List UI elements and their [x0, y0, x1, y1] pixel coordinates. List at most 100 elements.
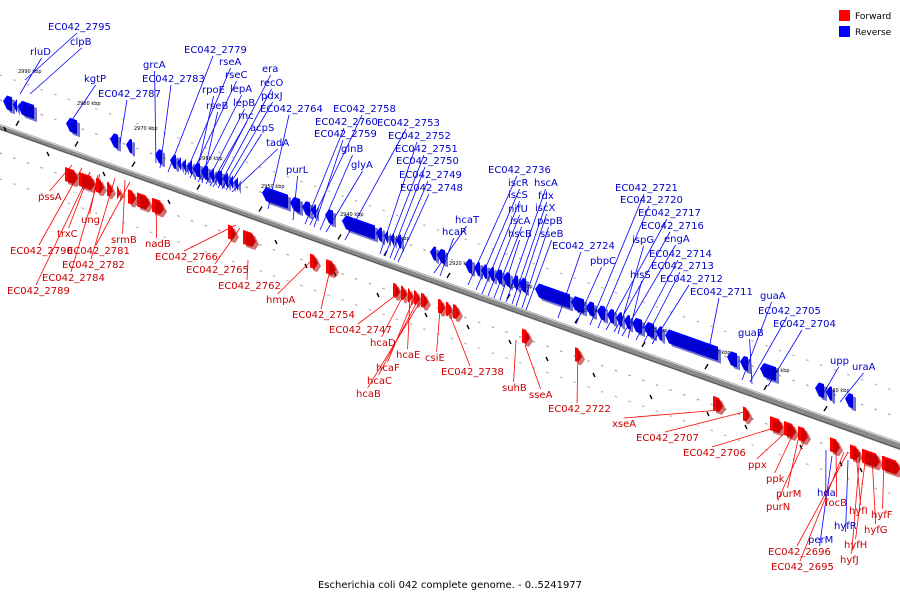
forward-gene-leader: [407, 295, 411, 350]
gene-arrow-shadow: [833, 440, 843, 457]
forward-gene-leader: [35, 171, 91, 286]
legend-forward: Forward: [839, 10, 891, 22]
tick-mark: [424, 312, 428, 318]
tick-mark: [744, 424, 748, 430]
reverse-gene-label: hisS: [630, 270, 651, 281]
forward-gene-leader: [436, 309, 441, 353]
tick-mark: [258, 206, 263, 212]
gene-arrow-shadow: [231, 227, 239, 243]
tick-mark: [102, 171, 106, 177]
gene-arrow-shadow: [212, 171, 217, 186]
forward-gene-label: EC042_2782: [62, 260, 125, 271]
gene-arrow-shadow: [237, 180, 241, 195]
forward-gene-leader: [799, 451, 845, 562]
reverse-gene-label: pepB: [537, 216, 563, 227]
tick-mark: [704, 363, 709, 370]
reverse-gene-label: hcaR: [442, 227, 467, 238]
gene-arrow-shadow: [600, 308, 608, 324]
gene-arrow-shadow: [265, 189, 291, 212]
forward-gene-label: focB: [825, 498, 847, 509]
reverse-gene-label: EC042_2753: [377, 118, 440, 129]
reverse-gene-label: iscA: [510, 216, 530, 227]
tick-mark: [859, 467, 863, 473]
reverse-gene-leader: [71, 84, 96, 121]
reverse-gene-leader: [217, 88, 272, 189]
tick-mark: [706, 411, 710, 417]
reverse-gene-arrow: [13, 99, 17, 114]
reverse-gene-label: EC042_2704: [773, 319, 836, 330]
forward-gene-leader: [320, 269, 331, 310]
forward-gene-leader: [246, 259, 249, 281]
reverse-gene-label: EC042_2750: [396, 156, 459, 167]
gene-arrow-shadow: [68, 169, 81, 188]
legend: Forward Reverse: [839, 10, 892, 38]
forward-gene-label: hmpA: [266, 295, 295, 306]
tick-mark: [649, 394, 653, 400]
forward-gene-arrow: [408, 288, 413, 303]
forward-gene-label: EC042_2722: [548, 404, 611, 415]
forward-gene-label: EC042_2762: [218, 281, 281, 292]
kbp-tick-label: 2990 kbp: [18, 69, 42, 75]
forward-gene-label: EC042_2790: [10, 246, 73, 257]
gene-arrow-shadow: [865, 451, 883, 471]
forward-gene-label: EC042_2766: [155, 252, 218, 263]
gene-labels: EC042_2795 rluD clpB kgtP EC042_2787 grcA EC04…: [7, 22, 893, 573]
forward-gene-label: nadB: [145, 239, 171, 250]
reverse-gene-label: glnB: [341, 144, 363, 155]
reverse-gene-label: rseC: [225, 70, 247, 81]
gene-arrow-shadow: [246, 232, 259, 251]
gene-arrow-shadow: [190, 163, 195, 178]
reverse-gene-leader: [487, 214, 520, 297]
gene-arrow-shadow: [120, 188, 124, 203]
gene-arrow-shadow: [610, 311, 617, 327]
tick-mark: [823, 405, 828, 412]
reverse-gene-label: nifU: [508, 204, 528, 215]
reverse-gene-arrow: [390, 232, 394, 247]
reverse-gene-label: pbpC: [590, 256, 616, 267]
reverse-gene-label: EC042_2751: [395, 144, 458, 155]
gene-arrow-shadow: [848, 395, 856, 412]
reverse-gene-leader: [167, 55, 214, 173]
reverse-gene-label: engA: [664, 234, 690, 245]
gene-arrow-shadow: [578, 350, 585, 366]
gene-arrow-shadow: [506, 275, 513, 291]
forward-gene-leader: [851, 451, 861, 555]
reverse-gene-label: EC042_2764: [260, 104, 323, 115]
tick-mark: [545, 356, 549, 362]
reverse-gene-label: EC042_2748: [400, 183, 463, 194]
reverse-gene-label: sseB: [540, 229, 564, 240]
forward-gene-label: EC042_2747: [329, 325, 392, 336]
reverse-gene-label: EC042_2712: [660, 274, 723, 285]
tick-mark: [131, 161, 136, 168]
dotted-guide-line: [0, 99, 900, 419]
gene-arrow-shadow: [574, 299, 587, 317]
forward-gene-label: csiE: [425, 353, 445, 364]
reverse-gene-label: EC042_2711: [690, 287, 753, 298]
gene-arrow-shadow: [498, 272, 505, 288]
legend-reverse: Reverse: [839, 26, 892, 38]
forward-gene-label: EC042_2765: [186, 265, 249, 276]
forward-gene-leader: [513, 339, 517, 383]
gene-arrow-shadow: [456, 307, 463, 323]
kbp-tick-label: 2920 kbp: [449, 261, 473, 267]
gene-arrow-shadow: [627, 317, 633, 333]
reverse-gene-label: upp: [830, 356, 849, 367]
tick-mark: [446, 272, 451, 279]
reverse-gene-label: iscX: [535, 203, 555, 214]
forward-gene-label: hyfH: [844, 540, 867, 551]
reverse-gene-label: EC042_2721: [615, 183, 678, 194]
reverse-gene-arrow: [182, 158, 186, 173]
gene-arrow-shadow: [345, 218, 378, 243]
gene-arrow-shadow: [379, 230, 385, 245]
forward-gene-leader: [367, 301, 421, 389]
forward-gene-label: EC042_2707: [636, 433, 699, 444]
reverse-gene-label: EC042_2783: [142, 74, 205, 85]
forward-gene-label: purN: [766, 502, 790, 513]
gene-arrow-shadow: [440, 251, 448, 268]
reverse-gene-label: EC042_2759: [314, 129, 377, 140]
forward-gene-leader: [777, 441, 805, 502]
reverse-gene-label: glyA: [351, 160, 373, 171]
gene-arrow-shadow: [411, 291, 416, 306]
reverse-gene-leader: [493, 226, 522, 299]
gene-arrow-shadow: [668, 332, 721, 364]
